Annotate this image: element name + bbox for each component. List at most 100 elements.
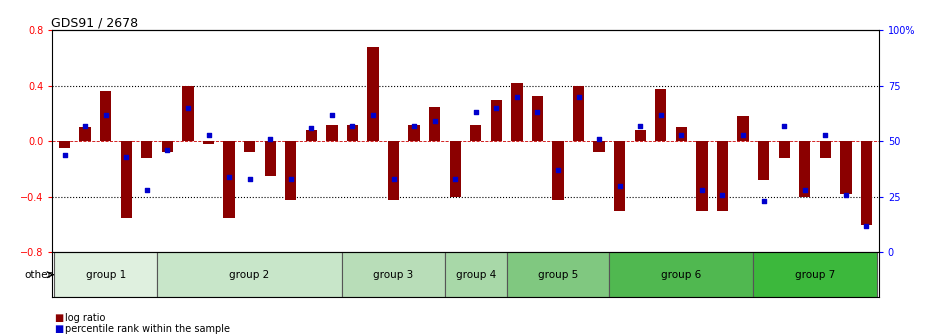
Bar — [573, 86, 584, 141]
Bar — [470, 125, 482, 141]
Bar — [840, 141, 851, 194]
Bar — [449, 141, 461, 197]
Bar — [368, 47, 379, 141]
Bar — [737, 116, 749, 141]
Bar — [54, 252, 157, 297]
Bar — [80, 127, 91, 141]
Bar — [285, 141, 296, 200]
Point — [242, 176, 257, 182]
Bar — [342, 252, 445, 297]
Point — [366, 112, 381, 117]
Point — [140, 187, 155, 193]
Point — [715, 192, 731, 198]
Bar — [142, 141, 153, 158]
Bar — [223, 141, 235, 218]
Point — [776, 123, 791, 128]
Point — [180, 106, 196, 111]
Point — [200, 132, 216, 137]
Bar — [696, 141, 708, 211]
Text: group 2: group 2 — [230, 270, 270, 280]
Point — [468, 110, 484, 115]
Point — [735, 132, 751, 137]
Text: log ratio: log ratio — [65, 312, 104, 323]
Point — [57, 152, 72, 157]
Point — [592, 136, 607, 142]
Text: other: other — [25, 270, 52, 280]
Bar — [182, 86, 194, 141]
Text: ■: ■ — [54, 324, 64, 334]
Bar — [861, 141, 872, 225]
Point — [221, 174, 237, 180]
Point — [818, 132, 833, 137]
Point — [488, 106, 504, 111]
Bar — [594, 141, 605, 153]
Bar — [778, 141, 789, 158]
Bar — [552, 141, 563, 200]
Bar — [758, 141, 770, 180]
Bar — [121, 141, 132, 218]
Bar — [306, 130, 317, 141]
Point — [674, 132, 689, 137]
Point — [283, 176, 298, 182]
Point — [304, 125, 319, 131]
Bar — [532, 95, 543, 141]
Bar — [656, 89, 667, 141]
Point — [550, 168, 565, 173]
Point — [756, 199, 771, 204]
Point — [119, 154, 134, 160]
Point — [324, 112, 339, 117]
Point — [633, 123, 648, 128]
Text: GDS91 / 2678: GDS91 / 2678 — [50, 16, 138, 29]
Point — [530, 110, 545, 115]
Text: group 1: group 1 — [86, 270, 125, 280]
Point — [428, 119, 443, 124]
Text: group 6: group 6 — [661, 270, 701, 280]
Bar — [717, 141, 728, 211]
Point — [509, 94, 524, 99]
Text: group 5: group 5 — [538, 270, 579, 280]
Text: percentile rank within the sample: percentile rank within the sample — [65, 324, 230, 334]
Point — [797, 187, 812, 193]
Bar — [445, 252, 506, 297]
Point — [345, 123, 360, 128]
Bar — [820, 141, 831, 158]
Bar — [264, 141, 276, 176]
Bar — [675, 127, 687, 141]
Text: group 7: group 7 — [795, 270, 835, 280]
Text: group 3: group 3 — [373, 270, 413, 280]
Point — [694, 187, 710, 193]
Point — [612, 183, 627, 188]
Point — [78, 123, 93, 128]
Bar — [326, 125, 337, 141]
Bar — [511, 83, 522, 141]
Point — [98, 112, 113, 117]
Bar — [506, 252, 609, 297]
Bar — [635, 130, 646, 141]
Bar — [753, 252, 877, 297]
Point — [654, 112, 669, 117]
Point — [160, 148, 175, 153]
Point — [447, 176, 463, 182]
Bar — [347, 125, 358, 141]
Bar — [609, 252, 753, 297]
Point — [262, 136, 277, 142]
Bar — [203, 141, 214, 144]
Text: group 4: group 4 — [456, 270, 496, 280]
Point — [838, 192, 853, 198]
Text: ■: ■ — [54, 312, 64, 323]
Bar — [100, 91, 111, 141]
Bar — [799, 141, 810, 197]
Bar — [614, 141, 625, 211]
Bar — [157, 252, 342, 297]
Bar — [244, 141, 256, 153]
Bar — [429, 107, 440, 141]
Point — [859, 223, 874, 228]
Point — [386, 176, 401, 182]
Bar — [408, 125, 420, 141]
Bar — [162, 141, 173, 153]
Bar — [388, 141, 399, 200]
Bar — [491, 100, 502, 141]
Bar — [59, 141, 70, 148]
Point — [571, 94, 586, 99]
Point — [407, 123, 422, 128]
